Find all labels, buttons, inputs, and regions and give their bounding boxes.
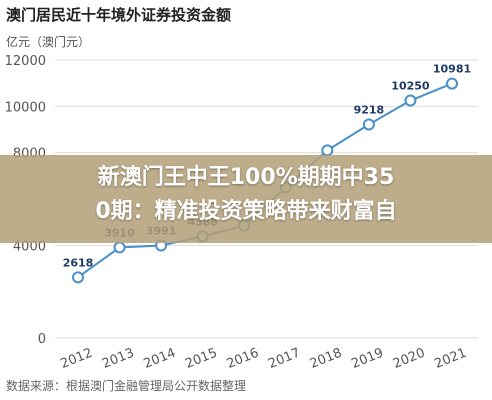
data-point-2021	[446, 77, 458, 90]
data-label-2019: 9218	[354, 103, 385, 116]
x-tick-label: 2013	[100, 346, 136, 372]
data-point-2020	[404, 94, 417, 107]
data-label-2020: 10250	[391, 80, 430, 93]
x-tick-label: 2017	[266, 346, 302, 372]
data-point-2019	[362, 118, 375, 131]
data-point-2018	[321, 144, 334, 157]
data-label-2021: 10981	[433, 63, 471, 76]
y-tick-label: 4000	[13, 239, 46, 254]
x-tick-label: 2018	[308, 346, 344, 372]
x-axis-ticks: 2012 2013 2014 2015 2016 2017 2018 2019 2020 2021	[59, 346, 469, 372]
overlay-line-2: 0期：精准投资策略带来财富自	[95, 199, 397, 224]
y-tick-label: 10000	[5, 100, 46, 115]
grid-lines	[55, 59, 478, 339]
promo-overlay-text: 新澳门王中王100%期期中35 0期：精准投资策略带来财富自	[0, 161, 492, 229]
x-tick-label: 2016	[225, 346, 261, 372]
y-axis-unit: 亿元（澳门元）	[6, 35, 91, 49]
y-tick-label: 12000	[5, 54, 46, 69]
y-axis-ticks: 0400080001000012000	[5, 54, 46, 347]
data-point-2012	[72, 271, 84, 284]
x-tick-label: 2019	[349, 346, 385, 372]
x-tick-label: 2020	[391, 346, 427, 372]
x-tick-label: 2015	[183, 346, 219, 372]
y-tick-label: 0	[38, 332, 46, 347]
data-point-2013	[113, 241, 126, 254]
overlay-line-1: 新澳门王中王100%期期中35	[97, 165, 395, 190]
x-tick-label: 2021	[433, 346, 469, 372]
x-tick-label: 2012	[59, 346, 95, 372]
data-label-2012: 2618	[63, 256, 94, 269]
x-tick-label: 2014	[142, 346, 178, 372]
chart-title: 澳门居民近十年境外证券投资金额	[6, 6, 232, 24]
chart-source-note: 数据来源：根据澳门金融管理局公开数据整理	[6, 379, 247, 393]
promo-overlay-band	[0, 155, 492, 243]
